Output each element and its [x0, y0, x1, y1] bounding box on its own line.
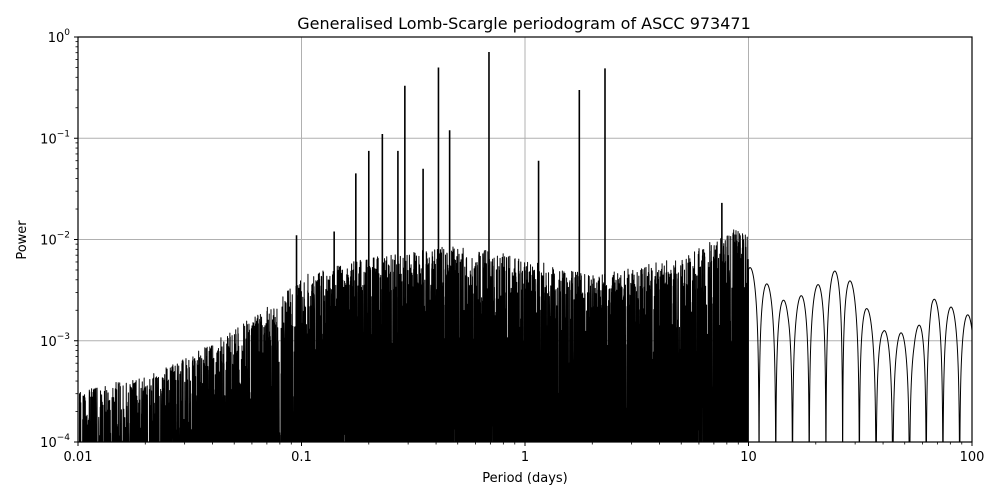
- x-tick-label: 0.01: [64, 450, 93, 465]
- x-tick-label: 10: [740, 450, 757, 465]
- chart-title: Generalised Lomb-Scargle periodogram of …: [297, 14, 751, 33]
- y-axis-label: Power: [15, 220, 30, 260]
- y-tick-label: 10−4: [40, 433, 70, 451]
- x-axis-label: Period (days): [482, 471, 568, 486]
- y-tick-label: 10−3: [40, 332, 70, 350]
- x-axis-ticks: 0.01 0.1 1 10 100: [64, 442, 985, 465]
- plot-area: 0.01 0.1 1 10 100 100 10−1 10−2 10−3 10−4: [40, 28, 984, 465]
- y-tick-label: 10−2: [40, 231, 70, 249]
- periodogram-line: [78, 52, 972, 442]
- power-spectrum: [78, 52, 972, 442]
- y-axis-ticks: 100 10−1 10−2 10−3 10−4: [40, 28, 78, 451]
- x-tick-label: 100: [960, 450, 985, 465]
- x-tick-label: 0.1: [291, 450, 312, 465]
- spectrum-trace: [78, 229, 972, 442]
- x-tick-label: 1: [521, 450, 529, 465]
- y-tick-label: 100: [48, 28, 71, 46]
- y-tick-label: 10−1: [40, 129, 70, 147]
